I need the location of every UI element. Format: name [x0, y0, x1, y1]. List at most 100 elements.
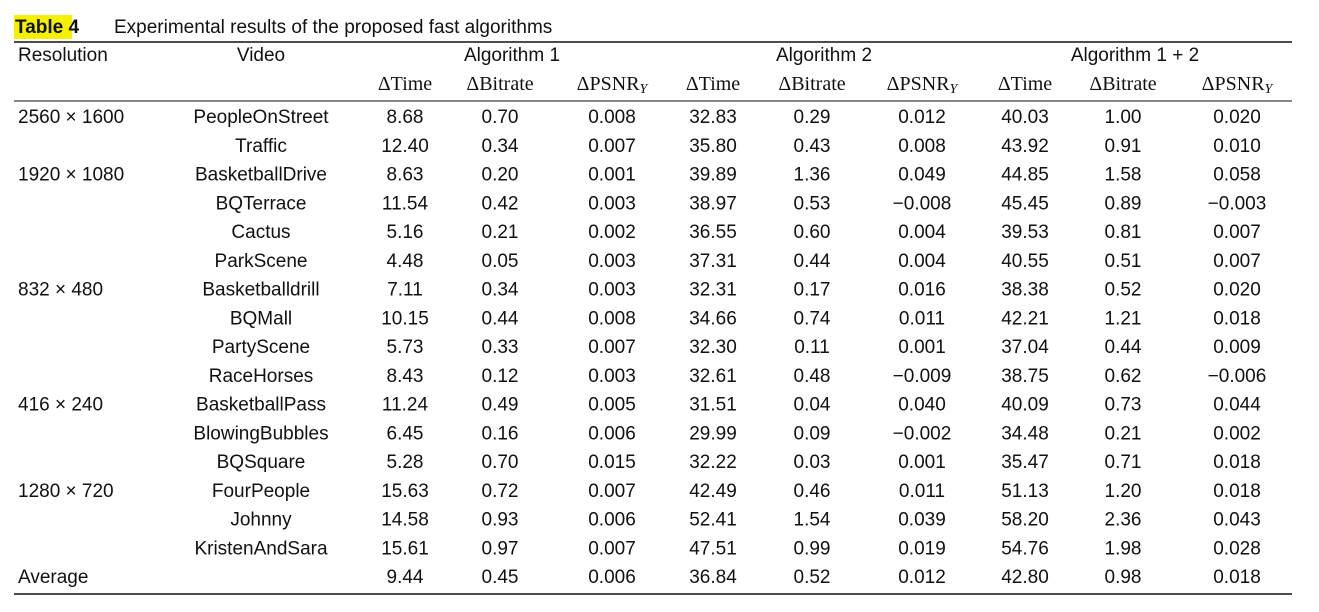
video-cell: BQTerrace — [216, 193, 307, 214]
video-cell: BasketballPass — [196, 395, 326, 416]
value-cell: 2.36 — [1105, 510, 1142, 531]
value-cell: 0.20 — [482, 165, 519, 186]
video-cell: Johnny — [230, 510, 292, 531]
video-cell: ParkScene — [215, 251, 308, 272]
value-cell: 40.09 — [1001, 395, 1049, 416]
video-cell: BQSquare — [217, 452, 306, 473]
value-cell: 44.85 — [1001, 165, 1049, 186]
video-cell: PartyScene — [212, 337, 310, 358]
value-cell: 0.60 — [794, 222, 831, 243]
value-cell: 0.058 — [1213, 165, 1261, 186]
sub-header-subscript: Y — [640, 82, 650, 97]
value-cell: 54.76 — [1001, 538, 1049, 559]
value-cell: 1.58 — [1105, 165, 1142, 186]
video-cell: BasketballDrive — [195, 165, 327, 186]
value-cell: 0.007 — [588, 136, 636, 157]
value-cell: 10.15 — [381, 308, 429, 329]
value-cell: 1.36 — [794, 165, 831, 186]
sub-header-text: ΔBitrate — [466, 73, 533, 95]
value-cell: 0.001 — [898, 337, 946, 358]
value-cell: 0.015 — [588, 452, 636, 473]
video-cell: FourPeople — [212, 481, 310, 502]
value-cell: 43.92 — [1001, 136, 1049, 157]
video-cell: PeopleOnStreet — [193, 107, 329, 128]
value-cell: 0.004 — [898, 251, 946, 272]
value-cell: 0.019 — [898, 538, 946, 559]
value-cell: 34.66 — [689, 308, 737, 329]
value-cell: 0.42 — [482, 193, 519, 214]
value-cell: 0.044 — [1213, 395, 1261, 416]
value-cell: 0.012 — [898, 567, 946, 588]
value-cell: 0.018 — [1213, 308, 1261, 329]
value-cell: 0.46 — [794, 481, 831, 502]
value-cell: 0.81 — [1105, 222, 1142, 243]
resolution-cell: 1920 × 1080 — [18, 165, 124, 186]
value-cell: −0.002 — [893, 423, 952, 444]
value-cell: 0.51 — [1105, 251, 1142, 272]
value-cell: 1.00 — [1105, 107, 1142, 128]
value-cell: 40.03 — [1001, 107, 1049, 128]
value-cell: 0.52 — [1105, 280, 1142, 301]
value-cell: 0.020 — [1213, 280, 1261, 301]
value-cell: 0.99 — [794, 538, 831, 559]
value-cell: 0.005 — [588, 395, 636, 416]
value-cell: −0.006 — [1208, 366, 1267, 387]
value-cell: 0.011 — [899, 481, 945, 502]
value-cell: 0.020 — [1213, 107, 1261, 128]
value-cell: 15.63 — [381, 481, 429, 502]
value-cell: 0.016 — [898, 280, 946, 301]
value-cell: 0.003 — [588, 280, 636, 301]
sub-header-text: ΔBitrate — [1089, 73, 1156, 95]
value-cell: 32.31 — [689, 280, 737, 301]
sub-header-text: ΔPSNR — [577, 73, 641, 95]
value-cell: 0.70 — [482, 107, 519, 128]
value-cell: 45.45 — [1001, 193, 1049, 214]
value-cell: 38.97 — [689, 193, 737, 214]
value-cell: 0.007 — [1213, 251, 1261, 272]
sub-header: ΔTime — [378, 73, 432, 95]
value-cell: 0.16 — [482, 423, 519, 444]
video-cell: Basketballdrill — [202, 280, 319, 301]
value-cell: 40.55 — [1001, 251, 1049, 272]
value-cell: 0.44 — [1105, 337, 1142, 358]
value-cell: 0.48 — [794, 366, 831, 387]
value-cell: 0.007 — [588, 538, 636, 559]
value-cell: 0.008 — [898, 136, 946, 157]
value-cell: 0.011 — [899, 308, 945, 329]
value-cell: 0.001 — [898, 452, 946, 473]
value-cell: 5.16 — [387, 222, 424, 243]
group-header: Algorithm 1 + 2 — [1071, 45, 1199, 66]
value-cell: 5.28 — [387, 452, 424, 473]
value-cell: 0.003 — [588, 251, 636, 272]
value-cell: 0.44 — [794, 251, 831, 272]
value-cell: 0.09 — [794, 423, 831, 444]
value-cell: 0.34 — [482, 136, 519, 157]
value-cell: 0.12 — [482, 366, 519, 387]
sub-header: ΔTime — [998, 73, 1052, 95]
value-cell: 4.48 — [387, 251, 424, 272]
value-cell: 39.53 — [1001, 222, 1049, 243]
value-cell: 51.13 — [1001, 481, 1049, 502]
value-cell: 0.05 — [482, 251, 519, 272]
value-cell: 36.84 — [689, 567, 737, 588]
sub-header-subscript: Y — [1265, 82, 1275, 97]
value-cell: 0.17 — [794, 280, 831, 301]
number: 4 — [69, 17, 80, 38]
video-cell: BlowingBubbles — [193, 423, 328, 444]
value-cell: 31.51 — [689, 395, 737, 416]
sub-header-text: ΔTime — [686, 73, 740, 95]
value-cell: 8.43 — [387, 366, 424, 387]
value-cell: 0.97 — [482, 538, 519, 559]
value-cell: 12.40 — [381, 136, 429, 157]
value-cell: 0.29 — [794, 107, 831, 128]
value-cell: 32.22 — [689, 452, 737, 473]
value-cell: 9.44 — [387, 567, 424, 588]
value-cell: 38.38 — [1001, 280, 1049, 301]
value-cell: 0.001 — [588, 165, 636, 186]
sub-header: ΔBitrate — [1089, 73, 1156, 95]
resolution-cell: Average — [18, 567, 88, 588]
value-cell: 0.53 — [794, 193, 831, 214]
value-cell: 11.24 — [382, 395, 429, 416]
sub-header: ΔPSNRY — [1202, 73, 1275, 98]
